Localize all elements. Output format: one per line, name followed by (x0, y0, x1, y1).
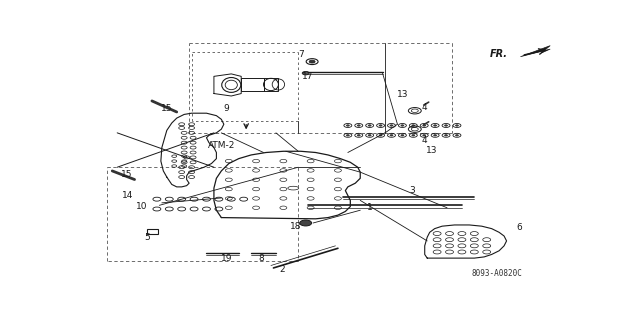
Circle shape (346, 135, 349, 136)
Text: 10: 10 (136, 202, 148, 211)
Text: 4: 4 (422, 102, 428, 112)
Circle shape (423, 125, 426, 126)
Text: 5: 5 (144, 233, 150, 242)
Text: 4: 4 (422, 136, 428, 145)
Text: ATM-2: ATM-2 (207, 141, 235, 150)
Text: 13: 13 (426, 145, 438, 154)
Circle shape (456, 135, 458, 136)
Text: 3: 3 (410, 186, 415, 195)
Text: 19: 19 (221, 254, 232, 263)
Circle shape (412, 125, 415, 126)
Circle shape (368, 125, 371, 126)
Text: 7: 7 (298, 50, 303, 59)
Text: 17: 17 (303, 72, 314, 81)
Circle shape (434, 135, 436, 136)
Circle shape (379, 135, 382, 136)
Circle shape (456, 125, 458, 126)
Text: 15: 15 (122, 170, 133, 179)
Text: 15: 15 (161, 104, 173, 113)
Circle shape (346, 125, 349, 126)
Circle shape (412, 135, 415, 136)
Text: 8: 8 (258, 254, 264, 263)
Circle shape (445, 135, 447, 136)
Circle shape (300, 220, 312, 226)
Circle shape (379, 125, 382, 126)
Text: 8093-A0820C: 8093-A0820C (471, 269, 522, 278)
Bar (147, 229, 158, 234)
Polygon shape (520, 46, 550, 57)
Circle shape (434, 125, 436, 126)
Circle shape (401, 135, 404, 136)
Circle shape (368, 135, 371, 136)
Text: 9: 9 (223, 104, 229, 113)
Circle shape (390, 125, 393, 126)
Circle shape (357, 135, 360, 136)
Text: FR.: FR. (490, 49, 508, 59)
Text: 13: 13 (397, 90, 408, 99)
Text: 18: 18 (290, 222, 301, 231)
Circle shape (302, 71, 309, 75)
Circle shape (423, 135, 426, 136)
Bar (264, 78, 278, 91)
Circle shape (357, 125, 360, 126)
Circle shape (401, 125, 404, 126)
Circle shape (390, 135, 393, 136)
Text: 6: 6 (516, 223, 522, 232)
Text: 1: 1 (367, 203, 373, 212)
Bar (241, 78, 264, 91)
Circle shape (445, 125, 447, 126)
Circle shape (309, 60, 315, 63)
Text: 14: 14 (122, 191, 134, 200)
Text: 2: 2 (280, 265, 285, 274)
